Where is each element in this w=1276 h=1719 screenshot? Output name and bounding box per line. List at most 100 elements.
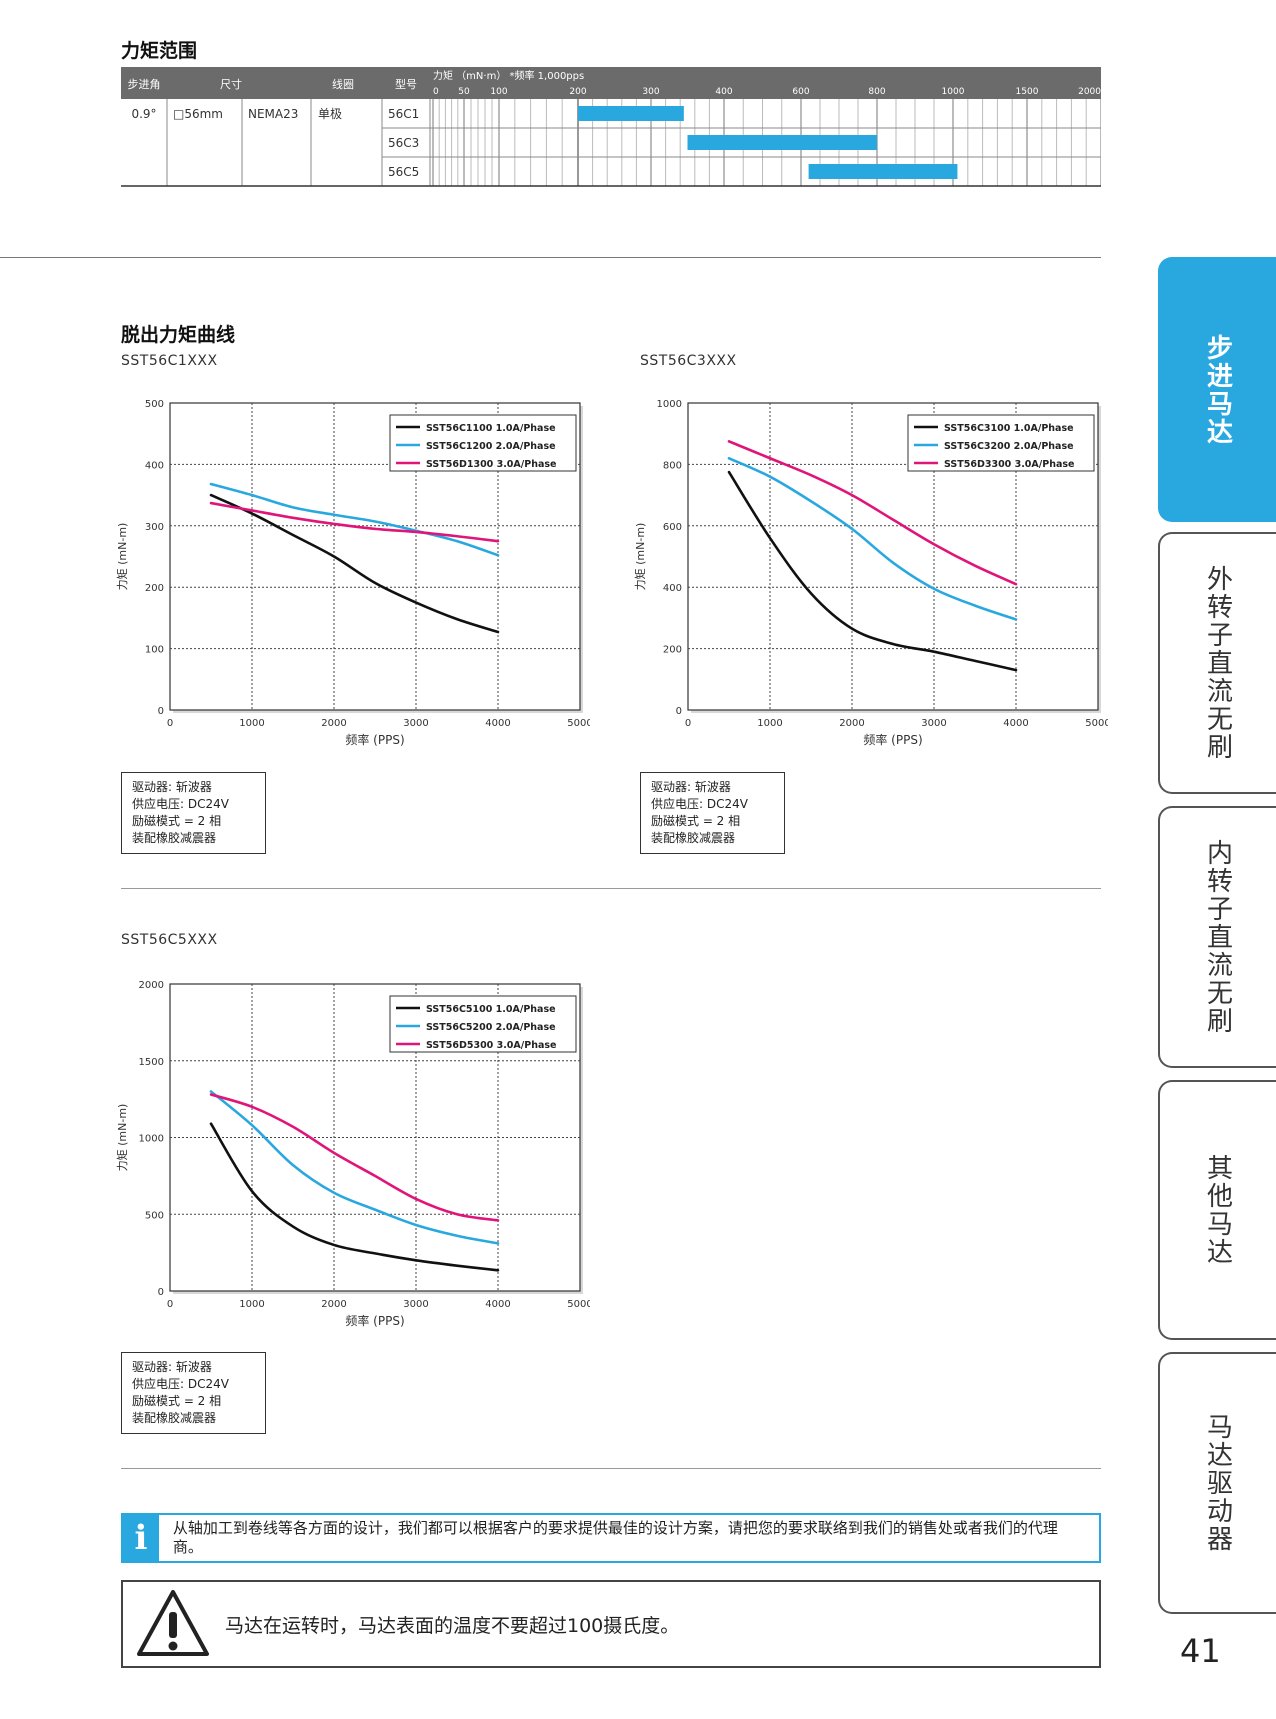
series-line bbox=[727, 440, 1018, 586]
torque-range-bar bbox=[578, 106, 684, 121]
chart-sst56c5: 0 1000 2000 3000 4000 5000 0 500 1000 1500 2000 频率 … bbox=[110, 976, 590, 1331]
chart1-title: SST56C1XXX bbox=[121, 353, 218, 369]
x-axis-label: 频率 (PPS) bbox=[345, 732, 404, 747]
note-line: 励磁模式 = 2 相 bbox=[132, 814, 222, 828]
warning-banner: 马达在运转时，马达表面的温度不要超过100摄氏度。 bbox=[121, 1580, 1101, 1668]
chart-sst56c3: 0 1000 2000 3000 4000 5000 0 200 400 600 800 1000 频率… bbox=[628, 395, 1108, 750]
y-tick-label: 0 bbox=[676, 706, 682, 717]
table-header-cell: 步进角 bbox=[128, 78, 161, 91]
table-header-bg bbox=[121, 67, 1101, 99]
y-tick-label: 200 bbox=[663, 645, 682, 656]
legend-box bbox=[907, 414, 1095, 472]
series-line bbox=[209, 501, 500, 543]
tab-outer-rotor-bldc[interactable]: 外转子直流无刷 bbox=[1158, 532, 1276, 794]
tab-label: 马达驱动器 bbox=[1202, 1413, 1233, 1553]
x-tick-label: 1000 bbox=[239, 1299, 264, 1310]
scale-tick-label: 100 bbox=[490, 87, 507, 97]
divider-3 bbox=[121, 1468, 1101, 1469]
legend-box bbox=[389, 995, 577, 1053]
range-title: 力矩范围 bbox=[121, 40, 198, 62]
scale-tick-label: 0 bbox=[433, 87, 439, 97]
note-line: 供应电压: DC24V bbox=[651, 797, 748, 811]
note-line: 励磁模式 = 2 相 bbox=[651, 814, 741, 828]
series-line bbox=[209, 482, 500, 557]
note-line: 励磁模式 = 2 相 bbox=[132, 1394, 222, 1408]
x-tick-label: 4000 bbox=[1003, 718, 1028, 729]
series-line bbox=[209, 1093, 500, 1222]
cell-step-angle: 0.9° bbox=[131, 107, 156, 121]
legend-label: SST56C1100 1.0A/Phase bbox=[426, 423, 556, 434]
legend-label: SST56C5200 2.0A/Phase bbox=[426, 1022, 556, 1033]
table-header-cell: 型号 bbox=[395, 77, 417, 91]
scale-tick-label: 400 bbox=[715, 87, 732, 97]
y-tick-label: 400 bbox=[145, 460, 164, 471]
driver-note-2: 驱动器: 斩波器 供应电压: DC24V 励磁模式 = 2 相 装配橡胶减震器 bbox=[640, 772, 785, 854]
tab-motor-driver[interactable]: 马达驱动器 bbox=[1158, 1352, 1276, 1614]
cell-nema: NEMA23 bbox=[248, 107, 298, 121]
info-text: 从轴加工到卷线等各方面的设计，我们都可以根据客户的要求提供最佳的设计方案，请把您… bbox=[172, 1519, 1058, 1556]
series-line bbox=[727, 456, 1018, 621]
x-tick-label: 3000 bbox=[921, 718, 946, 729]
x-tick-label: 5000 bbox=[1085, 718, 1108, 729]
note-line: 驱动器: 斩波器 bbox=[132, 780, 212, 794]
y-tick-label: 500 bbox=[145, 399, 164, 410]
y-tick-label: 500 bbox=[145, 1210, 164, 1221]
cell-model: 56C3 bbox=[388, 136, 419, 150]
x-axis-label: 频率 (PPS) bbox=[345, 1313, 404, 1328]
scale-tick-label: 600 bbox=[792, 87, 809, 97]
note-line: 驱动器: 斩波器 bbox=[651, 780, 731, 794]
tab-other-motors[interactable]: 其他马达 bbox=[1158, 1080, 1276, 1340]
y-tick-label: 400 bbox=[663, 583, 682, 594]
divider-1 bbox=[0, 257, 1101, 258]
x-tick-label: 4000 bbox=[485, 1299, 510, 1310]
x-tick-label: 1000 bbox=[239, 718, 264, 729]
y-tick-label: 1000 bbox=[657, 399, 682, 410]
tab-label: 外转子直流无刷 bbox=[1202, 565, 1233, 761]
x-tick-label: 0 bbox=[167, 718, 173, 729]
y-axis-label: 力矩 (mN-m) bbox=[634, 523, 647, 591]
note-line: 装配橡胶减震器 bbox=[132, 1411, 217, 1425]
torque-range-bar bbox=[808, 164, 958, 179]
legend-box bbox=[389, 414, 577, 472]
x-tick-label: 2000 bbox=[321, 1299, 346, 1310]
legend-label: SST56D5300 3.0A/Phase bbox=[426, 1040, 556, 1051]
scale-tick-label: 1000 bbox=[942, 87, 965, 97]
legend-label: SST56D3300 3.0A/Phase bbox=[944, 459, 1074, 470]
torque-header: 力矩 （mN·m） *频率 1,000pps bbox=[433, 69, 584, 82]
y-tick-label: 0 bbox=[158, 706, 164, 717]
note-line: 装配橡胶减震器 bbox=[651, 831, 736, 845]
x-tick-label: 2000 bbox=[321, 718, 346, 729]
note-line: 驱动器: 斩波器 bbox=[132, 1360, 212, 1374]
scale-tick-label: 800 bbox=[868, 87, 885, 97]
table-header-cell: 尺寸 bbox=[220, 77, 242, 91]
driver-note-1: 驱动器: 斩波器 供应电压: DC24V 励磁模式 = 2 相 装配橡胶减震器 bbox=[121, 772, 266, 854]
cell-model: 56C5 bbox=[388, 165, 419, 179]
scale-tick-label: 300 bbox=[642, 87, 659, 97]
torque-range-table: 步进角 尺寸 线圈 型号 力矩 （mN·m） *频率 1,000pps 0 50 100 200… bbox=[121, 67, 1101, 188]
y-tick-label: 100 bbox=[145, 645, 164, 656]
torque-range-bar bbox=[687, 135, 877, 150]
note-line: 装配橡胶减震器 bbox=[132, 831, 217, 845]
scale-tick-label: 50 bbox=[458, 87, 470, 97]
chart-sst56c1: 0 1000 2000 3000 4000 5000 0 100 200 300 400 500 频率 … bbox=[110, 395, 590, 750]
y-tick-label: 200 bbox=[145, 583, 164, 594]
y-tick-label: 1500 bbox=[139, 1057, 164, 1068]
x-tick-label: 1000 bbox=[757, 718, 782, 729]
tab-label: 其他马达 bbox=[1202, 1154, 1233, 1266]
series-line bbox=[209, 1090, 500, 1245]
tab-inner-rotor-bldc[interactable]: 内转子直流无刷 bbox=[1158, 806, 1276, 1068]
warning-text: 马达在运转时，马达表面的温度不要超过100摄氏度。 bbox=[225, 1614, 680, 1637]
y-tick-label: 300 bbox=[145, 522, 164, 533]
x-tick-label: 5000 bbox=[567, 1299, 590, 1310]
tab-stepper-motor[interactable]: 步进马达 bbox=[1158, 257, 1276, 522]
x-tick-label: 0 bbox=[685, 718, 691, 729]
warning-triangle-icon bbox=[137, 1590, 209, 1656]
series-line bbox=[727, 470, 1018, 672]
y-tick-label: 0 bbox=[158, 1287, 164, 1298]
chart3-title: SST56C5XXX bbox=[121, 932, 218, 948]
note-line: 供应电压: DC24V bbox=[132, 1377, 229, 1391]
table-header-cell: 线圈 bbox=[332, 77, 354, 91]
tab-label: 内转子直流无刷 bbox=[1202, 839, 1233, 1035]
y-axis-label: 力矩 (mN-m) bbox=[116, 523, 129, 591]
legend-label: SST56C3200 2.0A/Phase bbox=[944, 441, 1074, 452]
